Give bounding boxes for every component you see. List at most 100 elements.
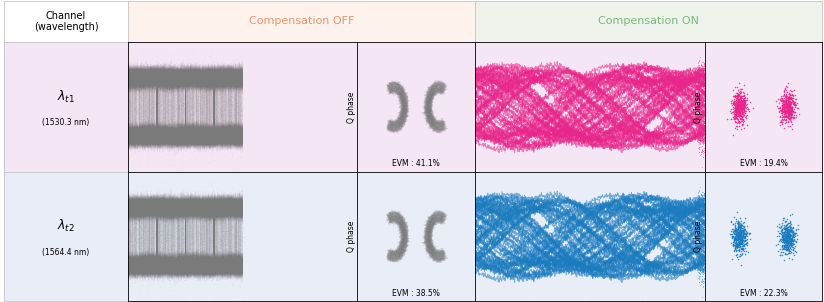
Point	[734, 108, 747, 113]
Point	[187, 74, 200, 79]
Point	[160, 86, 173, 91]
Point	[166, 255, 180, 260]
Point	[195, 210, 208, 214]
Point	[193, 238, 206, 243]
Point	[123, 67, 136, 72]
Point	[135, 96, 148, 101]
Point	[191, 244, 204, 249]
Point	[168, 204, 181, 209]
Point	[132, 100, 145, 105]
Point	[196, 110, 209, 114]
Point	[223, 90, 236, 95]
Point	[230, 97, 243, 102]
Point	[217, 98, 230, 102]
Point	[148, 110, 162, 115]
Point	[234, 224, 247, 229]
Point	[124, 268, 137, 273]
Point	[197, 261, 210, 266]
Point	[187, 224, 200, 229]
Point	[194, 262, 207, 267]
Point	[227, 115, 240, 120]
Point	[701, 94, 714, 99]
Point	[138, 240, 152, 245]
Point	[160, 109, 173, 114]
Point	[229, 204, 242, 208]
Point	[136, 222, 149, 227]
Point	[214, 108, 227, 113]
Point	[124, 248, 138, 253]
Point	[229, 202, 242, 207]
Point	[216, 133, 229, 138]
Point	[221, 76, 234, 80]
Point	[173, 225, 186, 230]
Point	[135, 208, 148, 213]
Point	[195, 239, 208, 244]
Point	[205, 225, 218, 230]
Point	[779, 237, 792, 242]
Point	[693, 259, 706, 264]
Point	[219, 117, 232, 122]
Point	[143, 242, 157, 246]
Point	[196, 249, 209, 254]
Point	[696, 212, 709, 217]
Point	[701, 73, 714, 78]
Point	[198, 112, 211, 117]
Point	[169, 104, 182, 109]
Point	[219, 94, 232, 99]
Point	[133, 261, 147, 266]
Point	[774, 114, 787, 119]
Point	[697, 223, 710, 228]
Point	[198, 109, 211, 114]
Point	[208, 239, 221, 244]
Point	[137, 256, 150, 261]
Point	[729, 234, 742, 239]
Point	[211, 233, 224, 238]
Point	[234, 224, 247, 229]
Point	[136, 241, 149, 246]
Point	[789, 93, 802, 98]
Point	[189, 101, 202, 106]
Point	[180, 101, 194, 106]
Point	[199, 210, 212, 215]
Point	[221, 242, 234, 247]
Point	[203, 81, 216, 86]
Point	[147, 236, 161, 241]
Point	[141, 243, 154, 248]
Point	[143, 213, 157, 218]
Point	[134, 248, 147, 253]
Point	[147, 236, 161, 241]
Point	[204, 114, 217, 119]
Point	[130, 256, 143, 261]
Point	[152, 132, 166, 137]
Point	[136, 212, 149, 217]
Point	[228, 235, 241, 240]
Point	[195, 93, 208, 98]
Point	[191, 94, 204, 99]
Point	[202, 89, 215, 94]
Point	[781, 113, 794, 118]
Point	[219, 68, 232, 73]
Point	[694, 94, 707, 99]
Point	[194, 259, 208, 264]
Point	[168, 281, 181, 286]
Point	[227, 217, 240, 222]
Point	[776, 226, 789, 230]
Point	[140, 92, 153, 96]
Point	[126, 108, 139, 112]
Point	[204, 101, 218, 106]
Point	[695, 103, 709, 108]
Point	[132, 74, 145, 79]
Point	[189, 211, 202, 216]
Point	[229, 98, 242, 103]
Point	[130, 237, 143, 242]
Point	[231, 131, 244, 136]
Point	[142, 196, 155, 201]
Point	[165, 101, 178, 106]
Point	[127, 246, 140, 251]
Point	[125, 98, 138, 102]
Point	[230, 94, 243, 98]
Point	[232, 219, 245, 224]
Point	[775, 239, 788, 243]
Point	[146, 94, 159, 99]
Point	[183, 236, 196, 241]
